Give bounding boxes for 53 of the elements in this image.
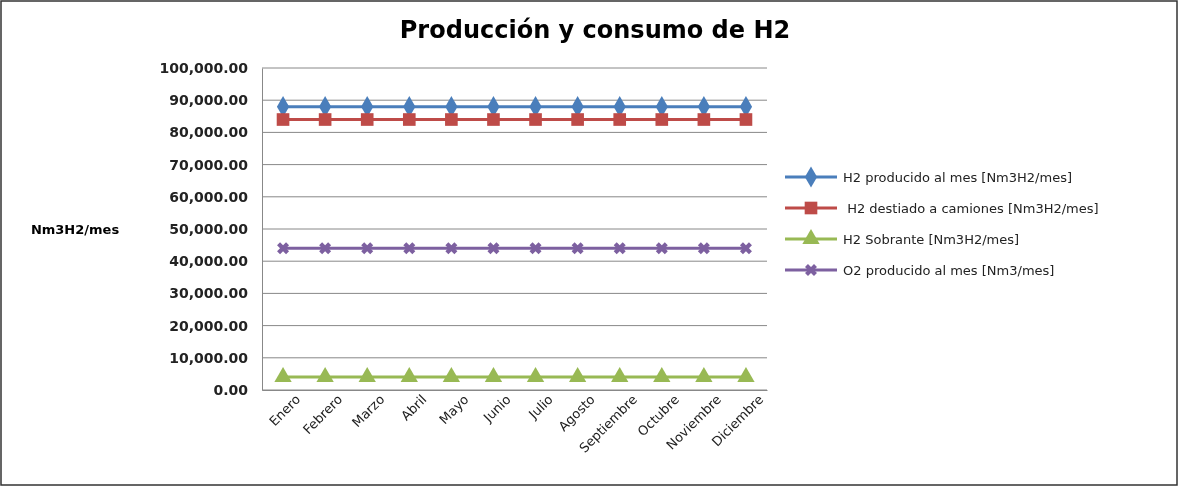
point [697, 113, 711, 126]
legend-label: H2 destiado a camiones [Nm3H2/mes] [843, 201, 1099, 216]
point [487, 113, 500, 126]
point [611, 367, 629, 383]
point [613, 242, 626, 255]
point [319, 242, 332, 255]
legend-label: O2 producido al mes [Nm3/mes] [843, 263, 1055, 278]
point [655, 113, 669, 126]
point [274, 367, 292, 383]
point [487, 242, 500, 255]
y-tick-label: 90,000.00 [169, 92, 249, 109]
point [276, 113, 290, 126]
chart-title: Producción y consumo de H2 [399, 16, 791, 44]
point [402, 113, 416, 126]
point [529, 242, 542, 255]
y-tick-label: 10,000.00 [169, 349, 249, 366]
y-tick-label: 40,000.00 [169, 253, 249, 270]
point [613, 113, 627, 126]
point [361, 242, 374, 255]
point [403, 242, 416, 255]
y-tick-label: 70,000.00 [169, 156, 249, 173]
y-tick-label: 100,000.00 [159, 59, 249, 76]
y-tick-label: 60,000.00 [169, 188, 249, 205]
point [400, 367, 418, 383]
point [445, 113, 458, 126]
legend-label: H2 Sobrante [Nm3H2/mes] [843, 232, 1020, 247]
point [445, 242, 458, 255]
point [737, 367, 755, 383]
point [529, 113, 542, 126]
point [316, 367, 334, 383]
y-tick-label: 30,000.00 [169, 285, 249, 302]
point [318, 113, 332, 126]
point [655, 242, 668, 255]
y-axis-title: Nm3H2/mes [30, 222, 120, 237]
y-tick-label: 20,000.00 [169, 317, 249, 334]
y-tick-label: 0.00 [213, 381, 249, 398]
point [568, 367, 587, 383]
point [695, 367, 713, 383]
point [358, 367, 376, 383]
point [571, 242, 584, 255]
legend-label: H2 producido al mes [Nm3H2/mes] [843, 170, 1072, 185]
point [571, 113, 584, 126]
point [653, 367, 671, 383]
point [277, 242, 290, 255]
point [484, 367, 503, 383]
y-tick-label: 80,000.00 [169, 124, 249, 141]
point [360, 113, 374, 126]
point [697, 242, 710, 255]
point [739, 242, 752, 255]
y-tick-label: 50,000.00 [169, 220, 249, 237]
point [442, 367, 461, 383]
point [739, 113, 753, 126]
point [526, 367, 545, 383]
